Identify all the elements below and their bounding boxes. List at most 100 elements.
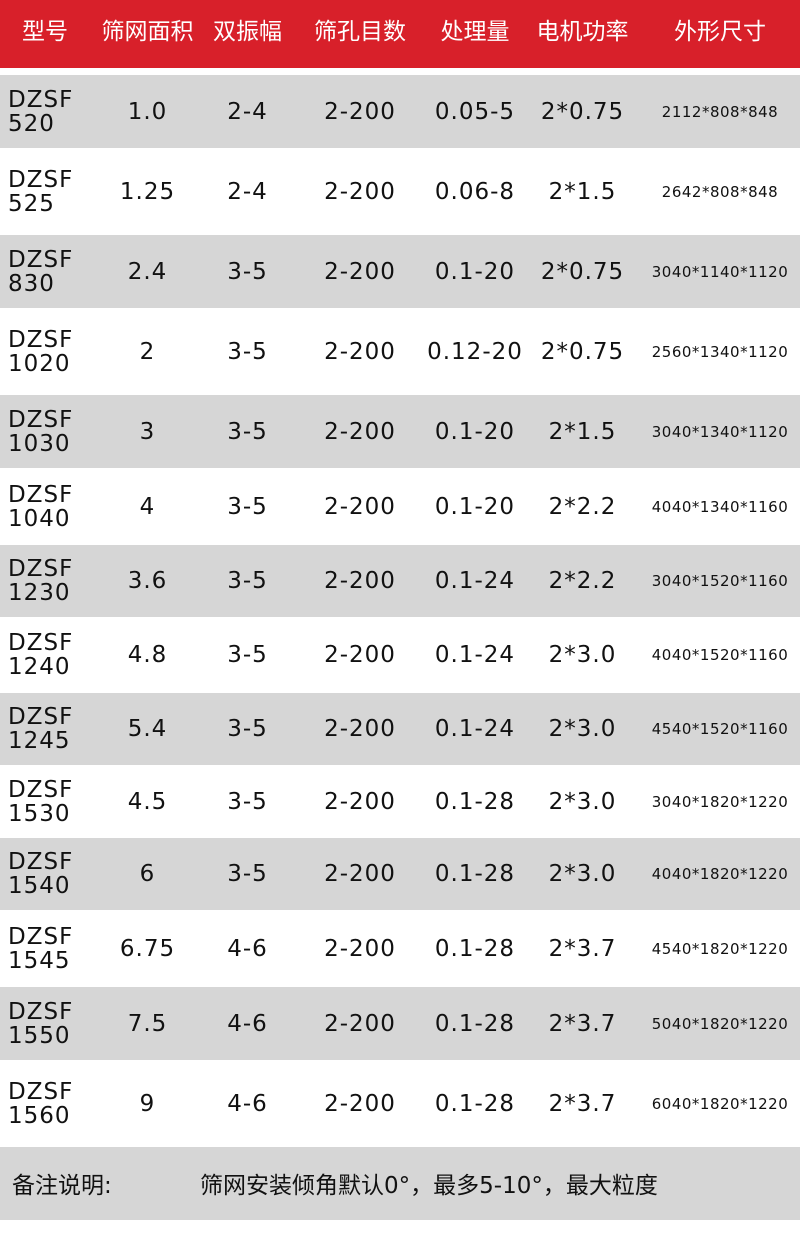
cell-size: 4040*1820*1220 (651, 865, 789, 883)
cell-mesh: 2-200 (324, 418, 396, 445)
model-b: 830 (8, 270, 55, 297)
cell-mesh: 2-200 (324, 338, 396, 365)
cell-model: DZSF 1545 (8, 910, 88, 987)
table-row: DZSF 1020 2 3-5 2-200 0.12-20 2*0.75 2560*1340*… (0, 308, 800, 395)
cell-capacity: 0.12-20 (427, 338, 523, 365)
header-capacity: 处理量 (440, 19, 510, 45)
cell-model: DZSF 1030 (8, 395, 88, 468)
cell-size: 3040*1820*1220 (651, 792, 789, 811)
cell-amplitude: 2-4 (227, 98, 268, 125)
cell-size: 6040*1820*1220 (651, 1094, 789, 1113)
cell-mesh: 2-200 (324, 493, 396, 520)
cell-amplitude: 3-5 (227, 568, 268, 594)
table-row: DZSF 1230 3.6 3-5 2-200 0.1-24 2*2.2 3040*1520*… (0, 545, 800, 617)
cell-size: 2642*808*848 (661, 182, 779, 201)
model-b: 1560 (8, 1102, 71, 1129)
cell-size: 4540*1820*1220 (651, 939, 789, 958)
cell-area: 2 (139, 338, 156, 365)
cell-amplitude: 4-6 (227, 1010, 268, 1037)
cell-amplitude: 3-5 (227, 493, 268, 520)
cell-area: 4.8 (127, 642, 168, 668)
model-a: DZSF (8, 998, 74, 1025)
cell-mesh: 2-200 (324, 568, 396, 594)
cell-power: 2*1.5 (548, 178, 617, 205)
cell-amplitude: 3-5 (227, 418, 268, 445)
model-b: 1230 (8, 580, 71, 606)
cell-power: 2*0.75 (540, 338, 625, 365)
cell-capacity: 0.06-8 (434, 178, 516, 205)
cell-power: 2*2.2 (548, 493, 617, 520)
cell-model: DZSF 1560 (8, 1060, 88, 1147)
cell-power: 2*3.0 (548, 716, 617, 742)
model-b: 1540 (8, 873, 71, 899)
cell-capacity: 0.1-28 (434, 1090, 516, 1117)
model-a: DZSF (8, 776, 74, 803)
model-a: DZSF (8, 86, 74, 113)
table-row: DZSF 1040 4 3-5 2-200 0.1-20 2*2.2 4040*1340*11… (0, 468, 800, 545)
cell-amplitude: 3-5 (227, 642, 268, 668)
model-a: DZSF (8, 923, 74, 950)
table-row: DZSF 1540 6 3-5 2-200 0.1-28 2*3.0 4040*1820*12… (0, 838, 800, 910)
model-a: DZSF (8, 630, 74, 656)
cell-model: DZSF 525 (8, 148, 88, 235)
model-b: 1545 (8, 947, 71, 974)
cell-capacity: 0.1-28 (434, 861, 516, 887)
header-amplitude: 双振幅 (213, 19, 282, 45)
cell-amplitude: 3-5 (227, 338, 268, 365)
cell-mesh: 2-200 (324, 1010, 396, 1037)
cell-amplitude: 3-5 (227, 861, 268, 887)
header-model: 型号 (22, 19, 68, 45)
note-text: 筛网安装倾角默认0°，最多5-10°，最大粒度 (200, 1173, 658, 1199)
cell-mesh: 2-200 (324, 788, 396, 815)
model-a: DZSF (8, 166, 74, 193)
cell-power: 2*3.7 (548, 1090, 617, 1117)
cell-area: 7.5 (127, 1010, 168, 1037)
header-motor-power: 电机功率 (536, 19, 629, 45)
model-a: DZSF (8, 849, 74, 875)
note-label: 备注说明: (12, 1173, 112, 1199)
cell-power: 2*3.0 (548, 788, 617, 815)
note-row: 备注说明: 筛网安装倾角默认0°，最多5-10°，最大粒度 (0, 1147, 800, 1220)
cell-capacity: 0.1-28 (434, 1010, 516, 1037)
cell-capacity: 0.1-24 (434, 716, 516, 742)
cell-size: 4040*1520*1160 (651, 646, 789, 664)
model-a: DZSF (8, 1078, 74, 1105)
model-b: 1020 (8, 350, 71, 377)
cell-mesh: 2-200 (324, 642, 396, 668)
cell-area: 6.75 (119, 935, 176, 962)
cell-size: 4040*1340*1160 (651, 497, 789, 516)
cell-power: 2*3.0 (548, 861, 617, 887)
cell-amplitude: 4-6 (227, 935, 268, 962)
model-b: 1550 (8, 1022, 71, 1049)
cell-area: 1.0 (127, 98, 168, 125)
cell-amplitude: 3-5 (227, 788, 268, 815)
cell-power: 2*1.5 (548, 418, 617, 445)
cell-area: 4 (139, 493, 156, 520)
cell-model: DZSF 1245 (8, 693, 88, 765)
cell-size: 3040*1520*1160 (651, 572, 789, 590)
cell-area: 2.4 (127, 258, 168, 285)
cell-capacity: 0.1-20 (434, 258, 516, 285)
table-row: DZSF 1530 4.5 3-5 2-200 0.1-28 2*3.0 3040*1820*… (0, 765, 800, 838)
header-mesh: 筛孔目数 (314, 19, 406, 45)
cell-model: DZSF 1550 (8, 987, 88, 1060)
cell-area: 9 (139, 1090, 156, 1117)
table-row: DZSF 1245 5.4 3-5 2-200 0.1-24 2*3.0 4540*1520*… (0, 693, 800, 765)
model-a: DZSF (8, 481, 74, 508)
header-dimensions: 外形尺寸 (674, 19, 766, 45)
cell-power: 2*0.75 (540, 98, 625, 125)
model-b: 525 (8, 190, 55, 217)
cell-capacity: 0.1-28 (434, 935, 516, 962)
model-a: DZSF (8, 326, 74, 353)
cell-size: 3040*1340*1120 (651, 422, 789, 441)
cell-power: 2*3.7 (548, 1010, 617, 1037)
cell-amplitude: 4-6 (227, 1090, 268, 1117)
header-screen-area: 筛网面积 (101, 19, 194, 45)
cell-model: DZSF 830 (8, 235, 88, 308)
table-row: DZSF 1560 9 4-6 2-200 0.1-28 2*3.7 6040*1820*12… (0, 1060, 800, 1147)
model-a: DZSF (8, 406, 74, 433)
cell-model: DZSF 1020 (8, 308, 88, 395)
cell-power: 2*2.2 (548, 568, 617, 594)
table-row: DZSF 525 1.25 2-4 2-200 0.06-8 2*1.5 2642*808*8… (0, 148, 800, 235)
cell-area: 3 (139, 418, 156, 445)
